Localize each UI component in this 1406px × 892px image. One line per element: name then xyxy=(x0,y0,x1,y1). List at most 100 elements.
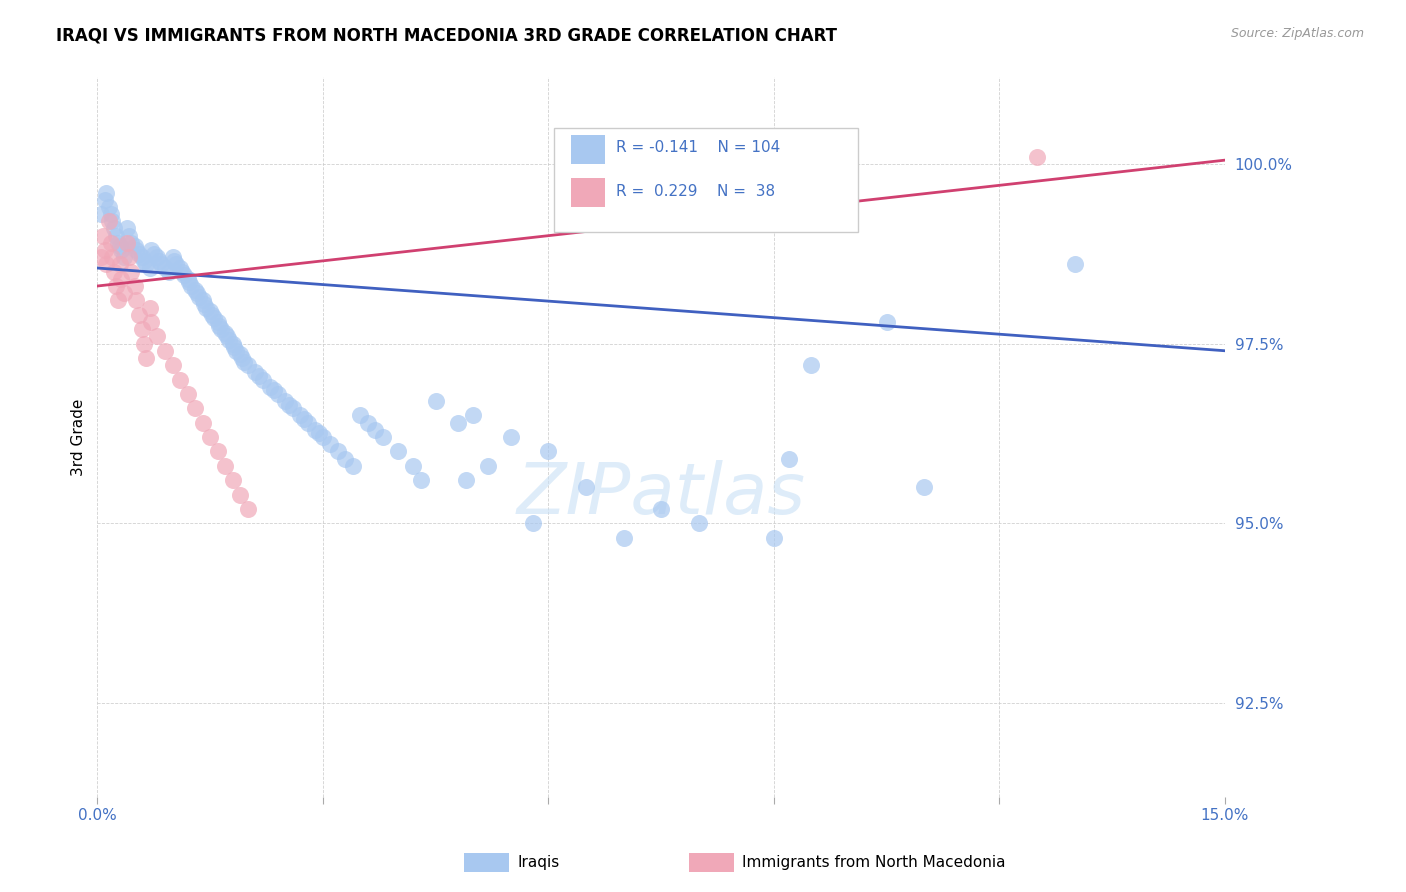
FancyBboxPatch shape xyxy=(554,128,859,232)
Point xyxy=(229,347,252,361)
Point xyxy=(364,423,387,437)
Point xyxy=(225,343,247,358)
Point xyxy=(163,253,186,268)
Point xyxy=(575,480,598,494)
Point xyxy=(135,351,157,365)
Point xyxy=(371,430,394,444)
Point xyxy=(297,416,319,430)
Point xyxy=(131,322,153,336)
Point xyxy=(800,358,823,372)
Point xyxy=(207,444,229,458)
Point xyxy=(146,329,169,343)
Point xyxy=(173,268,195,283)
Point xyxy=(101,250,124,264)
Point xyxy=(132,253,155,268)
Point xyxy=(128,308,150,322)
Point xyxy=(93,228,115,243)
Point xyxy=(349,409,371,423)
Point xyxy=(94,243,117,257)
Point xyxy=(120,265,142,279)
Point xyxy=(274,394,297,409)
Point xyxy=(224,340,246,354)
Point xyxy=(177,276,200,290)
Point xyxy=(100,207,122,221)
Point xyxy=(169,260,191,275)
Point xyxy=(103,221,125,235)
Point xyxy=(912,480,935,494)
Point xyxy=(191,293,214,308)
Point xyxy=(100,235,122,250)
Point xyxy=(292,412,315,426)
Point xyxy=(231,351,253,365)
Text: IRAQI VS IMMIGRANTS FROM NORTH MACEDONIA 3RD GRADE CORRELATION CHART: IRAQI VS IMMIGRANTS FROM NORTH MACEDONIA… xyxy=(56,27,837,45)
Point xyxy=(184,401,207,416)
Point xyxy=(176,387,198,401)
Point xyxy=(214,458,236,473)
Point xyxy=(463,409,485,423)
Point xyxy=(236,358,259,372)
Point xyxy=(180,279,202,293)
Point xyxy=(499,430,522,444)
Point xyxy=(139,301,162,315)
Point xyxy=(162,250,184,264)
Point xyxy=(876,315,898,329)
Point xyxy=(522,516,544,531)
Point xyxy=(148,253,170,268)
Point xyxy=(198,304,221,318)
Point xyxy=(118,228,141,243)
Point xyxy=(208,318,231,333)
Point xyxy=(105,228,128,243)
Point xyxy=(170,265,193,279)
Point xyxy=(153,343,176,358)
Point xyxy=(209,322,232,336)
Point xyxy=(110,243,132,257)
Point xyxy=(101,214,124,228)
Point xyxy=(186,286,208,301)
Point xyxy=(191,416,214,430)
Point xyxy=(281,401,304,416)
Point xyxy=(105,279,128,293)
Point xyxy=(259,380,281,394)
Text: ZIPatlas: ZIPatlas xyxy=(516,460,806,529)
Point xyxy=(141,243,163,257)
Point xyxy=(247,368,270,383)
Point xyxy=(142,246,165,260)
Point xyxy=(169,372,191,386)
Point xyxy=(131,250,153,264)
Point xyxy=(97,214,120,228)
Point xyxy=(112,250,135,264)
Point xyxy=(112,286,135,301)
Point xyxy=(308,426,330,441)
Point xyxy=(97,200,120,214)
Point xyxy=(153,260,176,275)
Bar xyxy=(571,178,605,207)
Point xyxy=(125,243,148,257)
Point xyxy=(357,416,380,430)
Point xyxy=(201,308,224,322)
Point xyxy=(117,221,139,235)
Point xyxy=(267,387,290,401)
Point xyxy=(229,487,252,501)
Point xyxy=(187,290,209,304)
Point xyxy=(319,437,342,451)
Y-axis label: 3rd Grade: 3rd Grade xyxy=(72,399,86,475)
Point xyxy=(108,239,131,253)
Text: R = -0.141    N = 104: R = -0.141 N = 104 xyxy=(616,140,780,155)
Point xyxy=(90,250,112,264)
Point xyxy=(198,430,221,444)
Point xyxy=(236,502,259,516)
Point xyxy=(90,207,112,221)
Text: Iraqis: Iraqis xyxy=(517,855,560,870)
Point xyxy=(141,315,163,329)
Point xyxy=(304,423,326,437)
Point xyxy=(195,301,218,315)
Point xyxy=(96,257,118,271)
Point xyxy=(94,193,117,207)
Point xyxy=(335,451,357,466)
Point xyxy=(409,473,432,487)
Point xyxy=(207,315,229,329)
Point xyxy=(110,272,132,286)
Point xyxy=(612,531,634,545)
Point xyxy=(326,444,349,458)
Point xyxy=(120,235,142,250)
